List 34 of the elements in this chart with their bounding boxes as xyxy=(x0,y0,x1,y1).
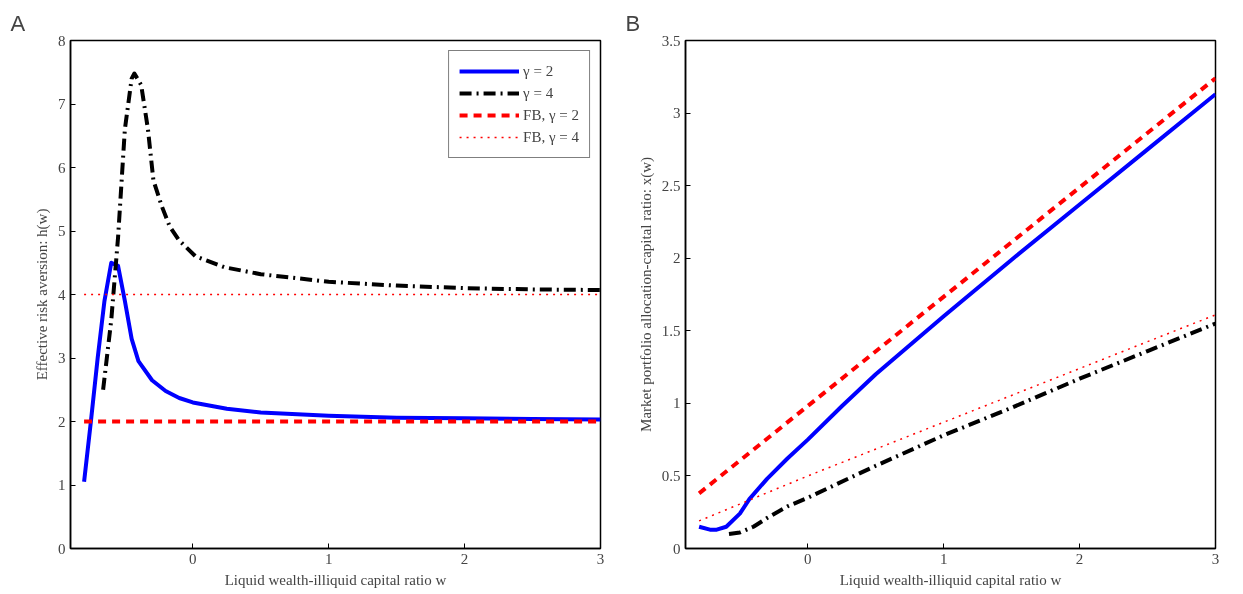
y-tick-label: 7 xyxy=(58,96,66,112)
line-series xyxy=(82,260,601,484)
y-tick-label: 3 xyxy=(58,350,66,366)
x-axis-title: Liquid wealth-illiquid capital ratio w xyxy=(224,571,447,588)
y-tick-label: 5 xyxy=(58,223,66,239)
y-axis-title: Effective risk aversion: h(w) xyxy=(34,208,51,381)
legend-label: γ = 2 xyxy=(523,62,554,80)
y-tick-label: 8 xyxy=(58,32,66,49)
y-tick-label: 2 xyxy=(673,250,681,267)
x-tick-label: 3 xyxy=(1211,550,1220,567)
y-tick-label: 2 xyxy=(58,413,66,430)
y-tick-label: 2.5 xyxy=(661,177,681,194)
y-tick-label: 1 xyxy=(58,477,66,493)
x-tick-label: 1 xyxy=(324,550,333,567)
y-tick-label: 0.5 xyxy=(661,467,681,484)
y-tick-label: 1.5 xyxy=(661,322,681,339)
x-tick-label: 0 xyxy=(189,550,197,567)
y-axis-title: Market portfolio allocation-capital ratio: x(w) xyxy=(637,157,655,432)
y-tick-label: 1 xyxy=(673,395,681,412)
legend-label: FB, γ = 2 xyxy=(523,106,579,124)
x-tick-label: 2 xyxy=(460,550,469,567)
x-tick-label: 3 xyxy=(596,550,605,567)
legend-label: FB, γ = 4 xyxy=(523,128,579,146)
y-tick-label: 3 xyxy=(673,105,681,122)
y-tick-label: 4 xyxy=(58,286,66,303)
legend-label: γ = 4 xyxy=(523,84,554,102)
x-axis-title: Liquid wealth-illiquid capital ratio w xyxy=(839,571,1062,588)
y-tick-label: 6 xyxy=(58,159,66,176)
chart-title: A xyxy=(10,10,26,36)
x-tick-label: 2 xyxy=(1075,550,1084,567)
chart-title: B xyxy=(625,10,641,36)
y-tick-label: 3.5 xyxy=(661,32,681,49)
x-tick-label: 0 xyxy=(804,550,812,567)
x-tick-label: 1 xyxy=(939,550,948,567)
